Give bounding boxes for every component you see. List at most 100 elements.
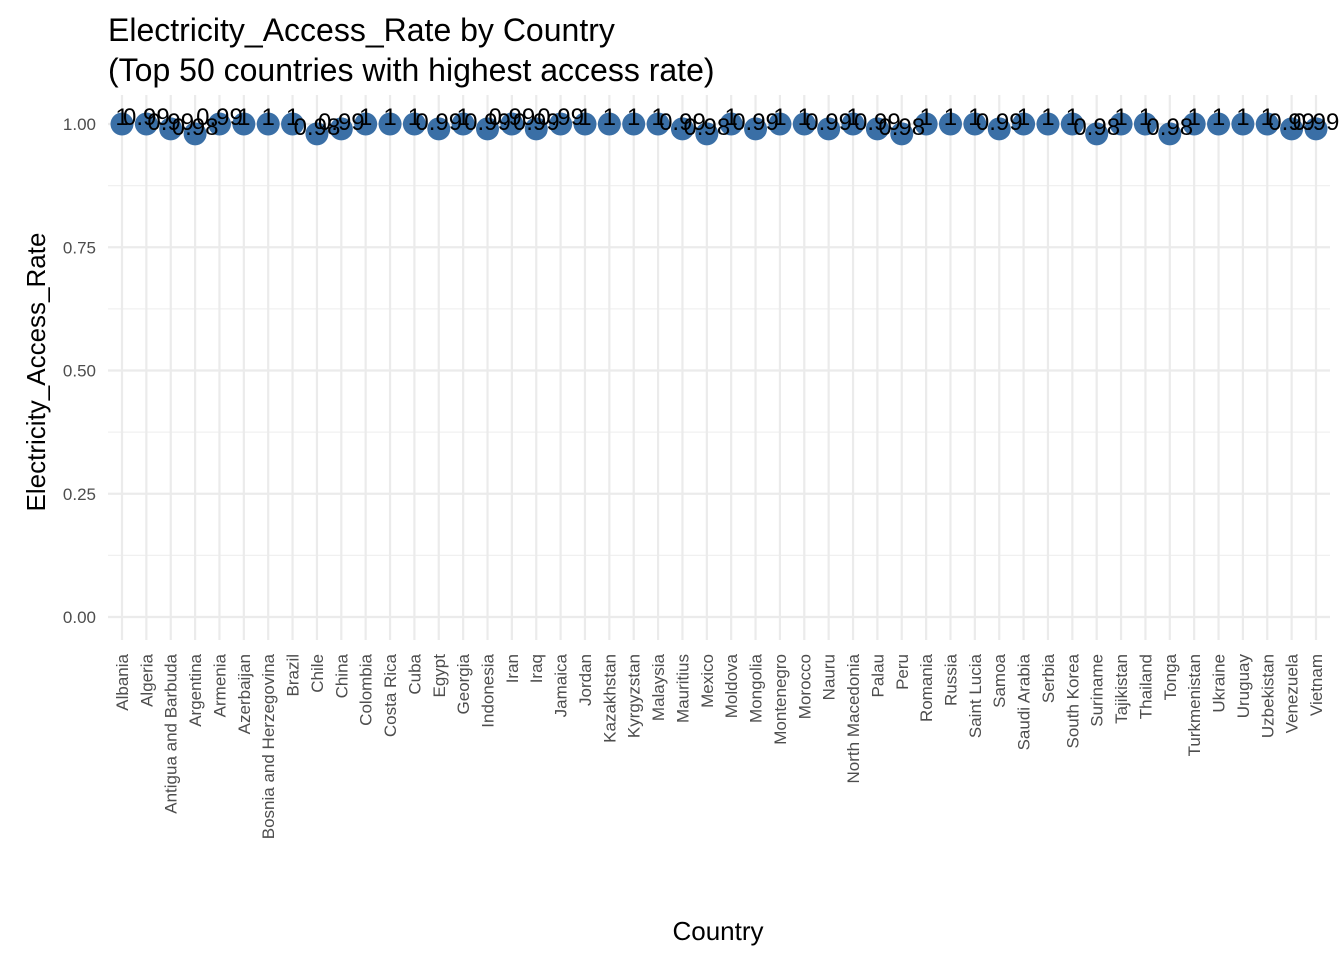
x-tick-label: Iraq: [527, 654, 546, 683]
x-tick-label: Vietnam: [1307, 654, 1326, 716]
data-point: [1158, 122, 1182, 146]
x-tick-label: Azerbaijan: [235, 654, 254, 734]
x-tick-label: Russia: [941, 653, 960, 706]
grid: [108, 95, 1330, 640]
x-tick-label: Brazil: [284, 654, 303, 697]
data-point: [670, 117, 694, 141]
data-point: [646, 112, 670, 136]
data-label: 0.98: [1146, 114, 1193, 141]
data-label: 0.99: [196, 104, 243, 131]
x-tick-label: Montenegro: [771, 654, 790, 745]
data-label: 1: [286, 104, 299, 131]
data-point: [1182, 112, 1206, 136]
x-axis-title: Country: [672, 916, 763, 946]
y-tick-label: 0.75: [63, 238, 96, 257]
data-point: [183, 122, 207, 146]
x-tick-label: North Macedonia: [844, 653, 863, 783]
data-point: [232, 112, 256, 136]
data-point: [524, 117, 548, 141]
data-point: [110, 112, 134, 136]
data-point: [207, 112, 231, 136]
data-label: 1: [1114, 104, 1127, 131]
data-point: [597, 112, 621, 136]
data-label: 0.98: [1073, 114, 1120, 141]
x-tick-label: Cuba: [405, 653, 424, 694]
data-point: [768, 112, 792, 136]
data-label: 1: [627, 104, 640, 131]
data-label: 0.98: [878, 114, 925, 141]
data-point: [451, 112, 475, 136]
data-label: 0.99: [854, 109, 901, 136]
data-point: [1255, 112, 1279, 136]
chart-subtitle: (Top 50 countries with highest access ra…: [108, 52, 715, 88]
data-label: 1: [968, 104, 981, 131]
x-tick-label: Mexico: [698, 654, 717, 708]
chart-title: Electricity_Access_Rate by Country: [108, 12, 615, 48]
x-tick-label: Samoa: [990, 653, 1009, 707]
data-point: [256, 112, 280, 136]
y-axis-title: Electricity_Access_Rate: [21, 233, 51, 512]
x-tick-label: Uzbekistan: [1258, 654, 1277, 738]
y-tick-label: 0.50: [63, 362, 96, 381]
x-tick-label: Bosnia and Herzegovina: [259, 653, 278, 839]
data-label: 0.99: [489, 104, 536, 131]
data-point: [402, 112, 426, 136]
x-tick-label: Jamaica: [552, 653, 571, 717]
y-axis-ticks: 0.00 0.25 0.50 0.75 1.00: [63, 115, 96, 627]
x-tick-label: Saint Lucia: [966, 653, 985, 738]
data-point: [354, 112, 378, 136]
data-label: 1: [1066, 104, 1079, 131]
data-point: [134, 112, 158, 136]
data-label: 0.99: [659, 109, 706, 136]
data-point: [1133, 112, 1157, 136]
x-tick-label: Mauritius: [673, 654, 692, 723]
data-label: 0.99: [318, 109, 365, 136]
data-point: [719, 112, 743, 136]
x-tick-label: Malaysia: [649, 653, 668, 721]
x-tick-label: Nauru: [820, 654, 839, 700]
data-label: 0.99: [415, 109, 462, 136]
data-label: 0.99: [1268, 109, 1315, 136]
x-tick-label: Peru: [893, 654, 912, 690]
data-point: [695, 122, 719, 146]
data-label: 1: [846, 104, 859, 131]
data-label: 1: [359, 104, 372, 131]
x-tick-label: South Korea: [1063, 653, 1082, 748]
data-label: 1: [456, 104, 469, 131]
x-axis-ticks: Albania Algeria Antigua and Barbuda Argenti…: [113, 653, 1326, 839]
data-point: [744, 117, 768, 141]
data-point: [1036, 112, 1060, 136]
data-point: [1280, 117, 1304, 141]
data-label: 0.99: [976, 109, 1023, 136]
data-label: 0.99: [147, 109, 194, 136]
data-label: 1: [578, 104, 591, 131]
data-label: 1: [919, 104, 932, 131]
x-tick-label: Tajikistan: [1112, 654, 1131, 724]
data-label: 1: [262, 104, 275, 131]
x-tick-label: Kazakhstan: [600, 654, 619, 743]
x-tick-label: Kyrgyzstan: [625, 654, 644, 738]
data-label: 1: [1041, 104, 1054, 131]
x-tick-label: Iran: [503, 654, 522, 683]
data-point: [938, 112, 962, 136]
data-label: 0.99: [513, 109, 560, 136]
x-tick-label: Serbia: [1039, 653, 1058, 703]
y-tick-label: 1.00: [63, 115, 96, 134]
data-point: [890, 122, 914, 146]
data-point: [841, 112, 865, 136]
data-point: [549, 112, 573, 136]
data-point: [500, 112, 524, 136]
data-point: [1012, 112, 1036, 136]
data-label: 1: [603, 104, 616, 131]
y-tick-label: 0.25: [63, 485, 96, 504]
x-tick-label: Suriname: [1088, 654, 1107, 727]
data-labels: 10.990.990.980.991 1 10.980.991 1 10.9910.99…: [115, 104, 1339, 141]
data-point: [914, 112, 938, 136]
x-tick-label: Georgia: [454, 653, 473, 714]
x-tick-label: Venezuela: [1283, 653, 1302, 733]
data-label: 1: [798, 104, 811, 131]
x-tick-label: Tonga: [1161, 653, 1180, 700]
x-tick-label: Costa Rica: [381, 653, 400, 737]
data-point: [427, 117, 451, 141]
data-point: [378, 112, 402, 136]
